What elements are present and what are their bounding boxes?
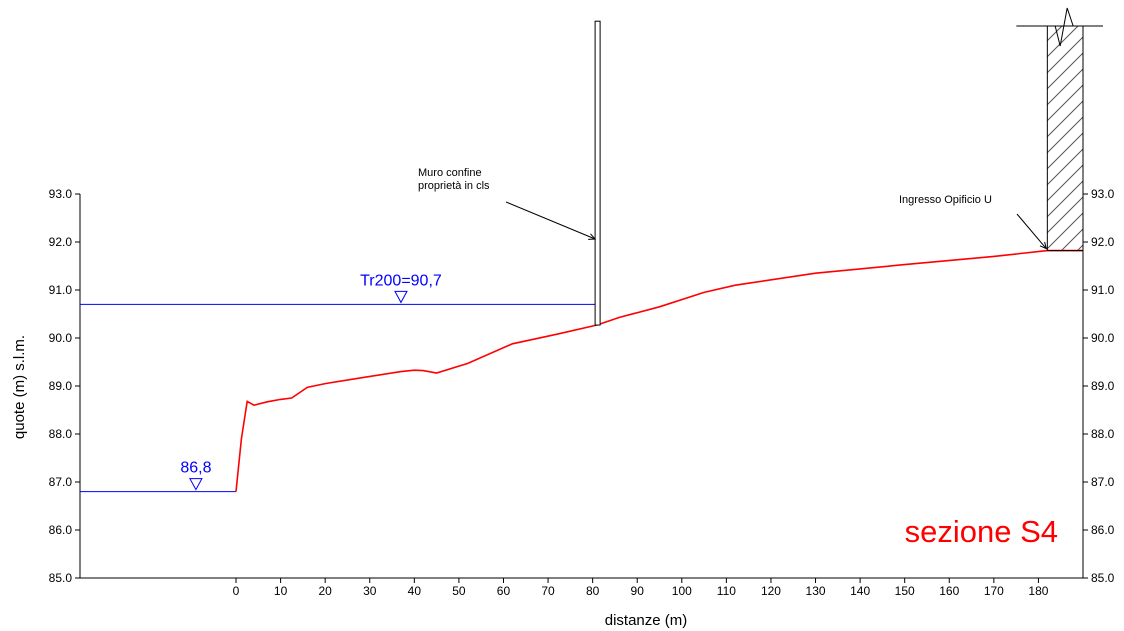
x-tick-label: 170: [984, 584, 1004, 598]
annotation-leader: [1016, 213, 1047, 249]
y-tick-label-left: 90.0: [49, 331, 73, 345]
annotation-leader: [505, 201, 596, 240]
x-tick-label: 130: [806, 584, 826, 598]
x-tick-label: 0: [233, 584, 240, 598]
annotation-arrowhead: [588, 233, 597, 240]
water-level-marker: [394, 290, 408, 304]
y-tick-label-right: 91.0: [1091, 283, 1115, 297]
y-tick-label-left: 92.0: [49, 235, 73, 249]
y-tick-label-left: 89.0: [49, 379, 73, 393]
annotation-text: Muro confine: [418, 167, 482, 179]
y-tick-label-left: 93.0: [49, 187, 73, 201]
y-tick-label-right: 89.0: [1091, 379, 1115, 393]
boundary-wall: [594, 20, 601, 326]
break-line: [1016, 7, 1103, 47]
x-tick-label: 140: [850, 584, 870, 598]
section-title: sezione S4: [905, 514, 1058, 549]
x-tick-label: 60: [497, 584, 511, 598]
x-tick-label: 30: [363, 584, 377, 598]
x-tick-label: 160: [939, 584, 959, 598]
water-level-marker: [189, 478, 203, 491]
x-tick-label: 80: [586, 584, 600, 598]
x-tick-label: 20: [318, 584, 332, 598]
building-wall: [1046, 25, 1084, 252]
y-tick-label-right: 87.0: [1091, 475, 1115, 489]
x-tick-label: 10: [274, 584, 288, 598]
y-tick-label-left: 86.0: [49, 523, 73, 537]
y-tick-label-left: 85.0: [49, 571, 73, 585]
x-tick-label: 40: [408, 584, 422, 598]
y-tick-label-right: 90.0: [1091, 331, 1115, 345]
x-tick-label: 100: [672, 584, 692, 598]
x-tick-label: 90: [631, 584, 645, 598]
y-tick-label-right: 88.0: [1091, 427, 1115, 441]
water-level-label: 86,8: [180, 460, 211, 477]
y-tick-label-right: 85.0: [1091, 571, 1115, 585]
ticks: 85.0 85.0 86.0 86.0 87.0 87.0 88.0 88.0 89.0 89.0…: [49, 187, 1115, 598]
x-tick-label: 70: [541, 584, 555, 598]
water-level-label: Tr200=90,7: [360, 272, 442, 289]
annotation-text: proprietà in cls: [418, 180, 490, 192]
y-axis-title: quote (m) s.l.m.: [11, 335, 28, 439]
marks: 86,8 Tr200=90,7: [80, 7, 1103, 493]
x-tick-label: 50: [452, 584, 466, 598]
y-tick-label-left: 88.0: [49, 427, 73, 441]
x-tick-label: 150: [895, 584, 915, 598]
y-tick-label-right: 86.0: [1091, 523, 1115, 537]
y-tick-label-right: 93.0: [1091, 187, 1115, 201]
annotation-arrowhead: [1039, 241, 1048, 250]
y-tick-label-left: 91.0: [49, 283, 73, 297]
x-tick-label: 110: [717, 584, 736, 598]
y-tick-label-left: 87.0: [49, 475, 73, 489]
annotation-text: Ingresso Opificio U: [899, 194, 992, 206]
x-axis-title: distanze (m): [605, 612, 688, 629]
terrain-profile-line: [235, 249, 1083, 492]
y-tick-label-right: 92.0: [1091, 235, 1115, 249]
x-tick-label: 120: [761, 584, 781, 598]
x-tick-label: 180: [1028, 584, 1048, 598]
